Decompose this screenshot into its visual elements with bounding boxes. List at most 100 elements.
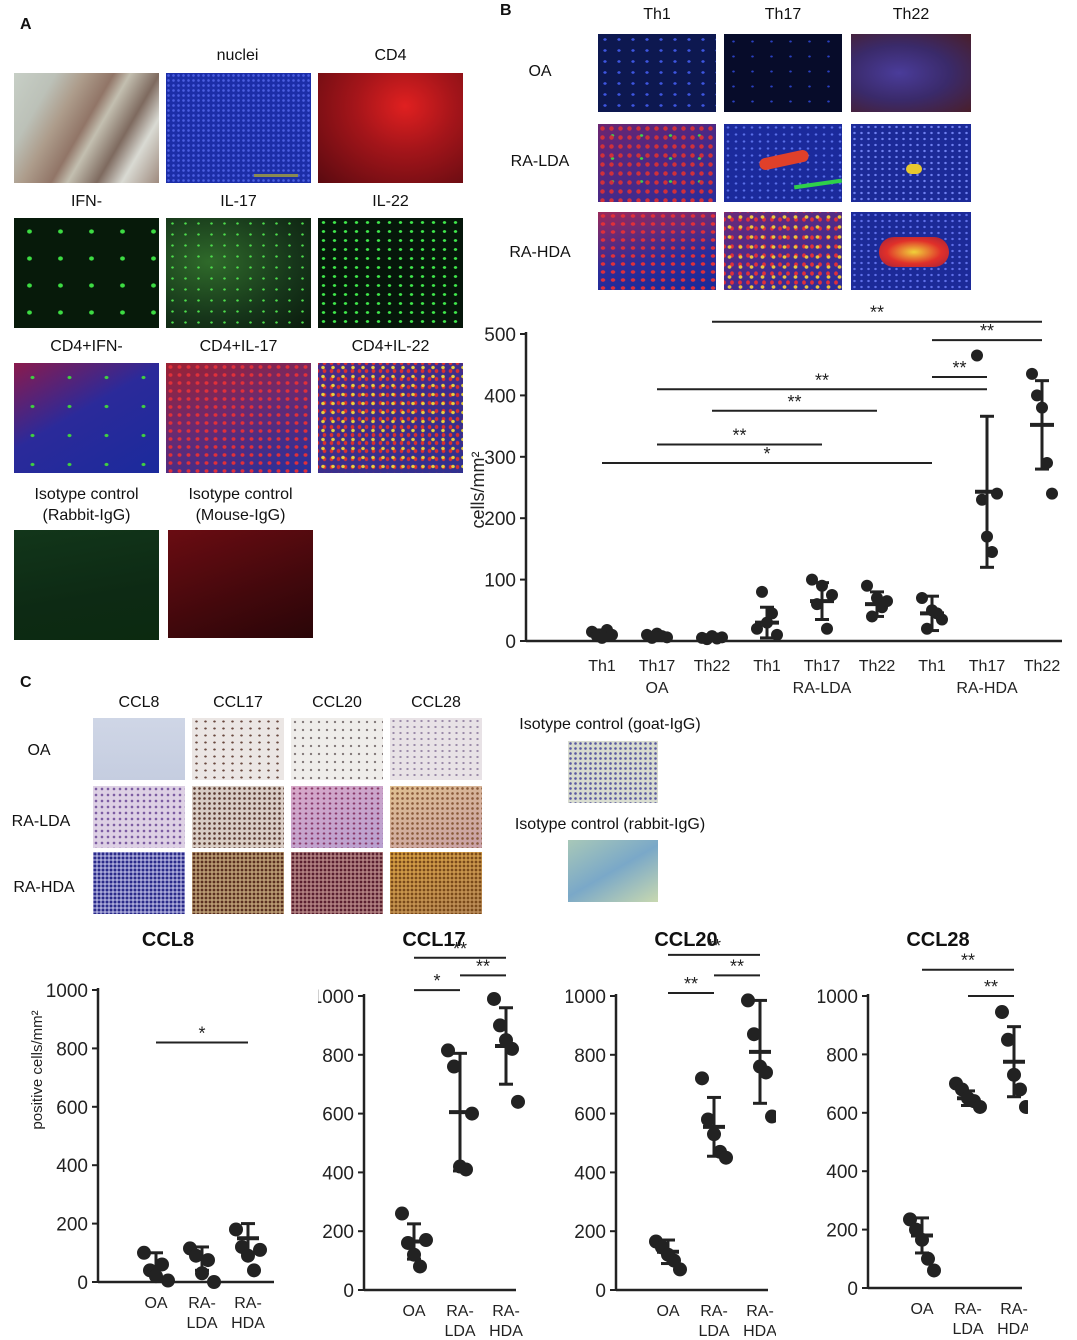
ccl20-chart-category-label: LDA bbox=[698, 1323, 729, 1340]
ccl17-chart-category-label: OA bbox=[402, 1303, 425, 1320]
th-chart-data-point bbox=[971, 349, 983, 362]
b-lda-th17-green-streak bbox=[793, 178, 842, 190]
c-oa-ccl20-image bbox=[291, 718, 383, 780]
th-chart-significance-label: ** bbox=[870, 303, 884, 323]
ccl20-chart-significance-label: ** bbox=[730, 956, 744, 976]
b-hda-th1-image bbox=[598, 212, 716, 290]
th-chart-data-point bbox=[976, 493, 988, 506]
th-chart-category-label: Th1 bbox=[918, 658, 946, 675]
th-chart-y-axis-label: cells/mm² bbox=[468, 452, 488, 529]
ccl28-chart-data-point bbox=[909, 1222, 923, 1237]
b-row-ra-hda: RA-HDA bbox=[509, 244, 571, 261]
title-il17: IL-17 bbox=[220, 193, 257, 210]
c-isotype-rabbit-label: Isotype control (rabbit-IgG) bbox=[514, 816, 706, 833]
c-lda-ccl20-image bbox=[291, 786, 383, 848]
ccl8-chart-data-point bbox=[207, 1275, 221, 1289]
th-chart-data-point bbox=[1041, 456, 1053, 469]
ccl8-chart-significance-label: * bbox=[198, 1024, 205, 1044]
ccl8-chart-y-tick-label: 800 bbox=[56, 1039, 88, 1060]
th-chart-data-point bbox=[936, 613, 948, 626]
ccl28-chart-data-point bbox=[973, 1099, 987, 1114]
title-cd4-il22: CD4+IL-22 bbox=[351, 338, 430, 355]
ccl28-chart-y-tick-label: 400 bbox=[826, 1162, 858, 1183]
c-hda-ccl17-image bbox=[192, 852, 284, 914]
ccl20-chart-significance-label: ** bbox=[684, 974, 698, 994]
th-chart-y-tick-label: 400 bbox=[484, 386, 516, 407]
ccl17-chart-title: CCL17 bbox=[402, 929, 465, 951]
ccl28-chart-y-tick-label: 200 bbox=[826, 1221, 858, 1242]
title-nuclei: nuclei bbox=[216, 47, 259, 64]
cd4-il17-merge-image bbox=[166, 363, 311, 473]
th-chart-category-label: Th17 bbox=[969, 658, 1006, 675]
ccl28-chart-data-point bbox=[921, 1251, 935, 1266]
th-chart-data-point bbox=[766, 607, 778, 620]
th-chart-data-point bbox=[756, 585, 768, 598]
ccl28-chart-data-point bbox=[995, 1005, 1009, 1020]
th-chart-y-tick-label: 500 bbox=[484, 325, 516, 346]
ccl20-chart-y-tick-label: 800 bbox=[574, 1046, 606, 1067]
th-chart-data-point bbox=[861, 579, 873, 592]
c-col-ccl8: CCL8 bbox=[118, 694, 160, 711]
ccl20-chart-y-tick-label: 400 bbox=[574, 1163, 606, 1184]
th-chart-data-point bbox=[1026, 367, 1038, 380]
th-chart-significance-label: * bbox=[763, 444, 770, 464]
ccl20-chart-title: CCL20 bbox=[654, 929, 717, 951]
ccl17-chart-y-tick-label: 200 bbox=[322, 1222, 354, 1243]
scale-bar bbox=[254, 174, 298, 177]
th-chart-data-point bbox=[821, 622, 833, 635]
th-chart-category-label: Th17 bbox=[804, 658, 841, 675]
ccl8-chart-y-axis-label: positive cells/mm² bbox=[29, 1010, 46, 1129]
th-chart-significance-label: ** bbox=[952, 358, 966, 378]
ccl8-chart-y-tick-label: 400 bbox=[56, 1156, 88, 1177]
c-oa-ccl17-image bbox=[192, 718, 284, 780]
ccl17-chart-y-tick-label: 600 bbox=[322, 1105, 354, 1126]
cd4-ifn-merge-image bbox=[14, 363, 159, 473]
th-chart-y-tick-label: 0 bbox=[505, 632, 516, 653]
th-chart-category-label: Th22 bbox=[694, 658, 731, 675]
th-chart-data-point bbox=[826, 588, 838, 601]
ccl8-chart-y-tick-label: 1000 bbox=[46, 981, 88, 1002]
ccl28-chart-title: CCL28 bbox=[906, 929, 969, 951]
c-isotype-rabbit-image bbox=[568, 840, 658, 902]
b-lda-th22-yellow-spot bbox=[906, 164, 922, 174]
th-chart-significance-label: ** bbox=[815, 370, 829, 390]
b-col-th1: Th1 bbox=[643, 6, 671, 23]
th-chart-y-tick-label: 300 bbox=[484, 448, 516, 469]
b-oa-th1-image bbox=[598, 34, 716, 112]
ccl17-chart-data-point bbox=[493, 1018, 507, 1033]
ccl17-chart-significance-label: ** bbox=[476, 956, 490, 976]
th-chart-significance-label: ** bbox=[980, 321, 994, 341]
ccl20-chart-data-point bbox=[701, 1112, 715, 1127]
title-il22: IL-22 bbox=[372, 193, 409, 210]
ccl8-chart-category-label: OA bbox=[144, 1295, 167, 1312]
ccl28-chart-y-tick-label: 800 bbox=[826, 1045, 858, 1066]
ccl28-chart-significance-label: ** bbox=[984, 977, 998, 997]
ccl17-chart-y-tick-label: 800 bbox=[322, 1046, 354, 1067]
th-cells-density-chart: 0 100 200 300 400 500 cells/mm² Th1 Th17 Th22 Th1 T… bbox=[468, 303, 1062, 697]
c-col-ccl17: CCL17 bbox=[213, 694, 263, 711]
ccl17-chart-category-label: RA- bbox=[492, 1303, 520, 1320]
ccl17-chart-data-point bbox=[419, 1233, 433, 1248]
th-chart-data-point bbox=[1046, 487, 1058, 500]
ccl8-chart-title: CCL8 bbox=[142, 929, 194, 951]
b-hda-th22-image bbox=[851, 212, 971, 290]
c-col-ccl20: CCL20 bbox=[312, 694, 362, 711]
ccl8-chart-y-tick-label: 200 bbox=[56, 1215, 88, 1236]
ccl20-chart-y-tick-label: 1000 bbox=[566, 987, 606, 1008]
ccl20-chart-y-tick-label: 0 bbox=[595, 1281, 606, 1302]
title-cd4-ifn: CD4+IFN- bbox=[50, 338, 123, 355]
cd4-image bbox=[318, 73, 463, 183]
ccl20-chart-data-point bbox=[695, 1071, 709, 1086]
title-isotype-mouse-igg: (Mouse-IgG) bbox=[195, 507, 286, 524]
ccl8-chart-category-label: LDA bbox=[186, 1315, 217, 1332]
title-ifn: IFN- bbox=[70, 193, 103, 210]
th-chart-significance-label: ** bbox=[787, 392, 801, 412]
ccl28-chart: 0 200 400 600 800 1000 CCL28 OA RA- LDA RA- HDA ** ** bbox=[818, 929, 1028, 1338]
ccl28-chart-data-point bbox=[1001, 1032, 1015, 1047]
ccl17-chart-data-point bbox=[487, 991, 501, 1006]
ccl8-chart-y-tick-label: 600 bbox=[56, 1098, 88, 1119]
c-isotype-goat-image bbox=[568, 741, 658, 803]
b-row-oa: OA bbox=[528, 63, 552, 80]
b-row-ra-lda: RA-LDA bbox=[510, 153, 570, 170]
